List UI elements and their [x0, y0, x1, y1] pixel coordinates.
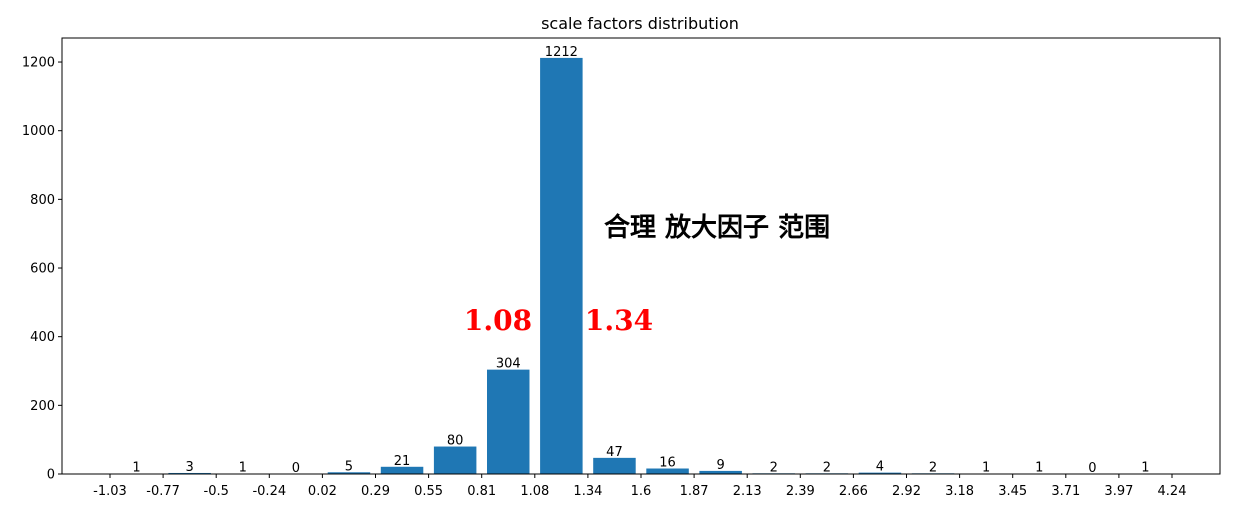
chart-title: scale factors distribution — [541, 14, 739, 33]
x-tick-label: 3.97 — [1104, 484, 1133, 499]
x-tick-label: 0.81 — [467, 484, 496, 499]
bar — [487, 370, 530, 474]
x-axis: -1.03 -0.77 -0.5 -0.24 0.02 0.29 0.55 0.81 1.08 1… — [93, 474, 1186, 499]
x-tick-label: 2.13 — [733, 484, 762, 499]
y-tick-label: 800 — [30, 193, 55, 208]
y-tick-label: 200 — [30, 399, 55, 414]
bar — [434, 447, 477, 474]
plot-frame — [62, 38, 1220, 474]
bar-value-label: 1212 — [545, 45, 578, 60]
bar-value-label: 3 — [186, 460, 194, 475]
y-axis: 0 200 400 600 800 1000 1200 — [22, 56, 62, 483]
bar-value-label: 4 — [876, 460, 884, 475]
bar-value-label: 16 — [659, 456, 676, 471]
bar-value-label: 304 — [496, 357, 521, 372]
x-tick-label: 3.45 — [998, 484, 1027, 499]
bar-value-label: 21 — [394, 454, 411, 469]
bar-value-label: 1 — [239, 461, 247, 476]
x-tick-label: 0.55 — [414, 484, 443, 499]
x-tick-label: 4.24 — [1158, 484, 1187, 499]
x-tick-label: 3.18 — [945, 484, 974, 499]
bar-value-label: 1 — [1035, 461, 1043, 476]
x-tick-label: -0.24 — [252, 484, 286, 499]
bar-value-label: 47 — [606, 445, 623, 460]
bar-value-label: 80 — [447, 434, 464, 449]
x-tick-label: -0.77 — [146, 484, 180, 499]
x-tick-label: 2.39 — [786, 484, 815, 499]
bar-value-label: 5 — [345, 459, 353, 474]
y-tick-label: 400 — [30, 330, 55, 345]
y-tick-label: 1000 — [22, 124, 55, 139]
x-tick-label: 0.29 — [361, 484, 390, 499]
x-tick-label: 1.08 — [520, 484, 549, 499]
bar — [593, 458, 636, 474]
x-tick-label: 0.02 — [308, 484, 337, 499]
x-tick-label: 2.66 — [839, 484, 868, 499]
range-note-label: 合理 放大因子 范围 — [604, 212, 830, 243]
x-tick-label: 3.71 — [1051, 484, 1080, 499]
bar-value-label: 2 — [770, 460, 778, 475]
x-tick-label: 1.87 — [680, 484, 709, 499]
bar-value-label: 2 — [929, 460, 937, 475]
x-tick-label: 1.6 — [631, 484, 652, 499]
bar-value-label: 1 — [132, 461, 140, 476]
x-tick-label: -0.5 — [204, 484, 229, 499]
x-tick-label: 2.92 — [892, 484, 921, 499]
y-tick-label: 600 — [30, 262, 55, 277]
bar — [540, 58, 583, 474]
x-tick-label: -1.03 — [93, 484, 127, 499]
y-tick-label: 1200 — [22, 56, 55, 71]
range-low-label: 1.08 — [464, 304, 532, 337]
bar-value-label: 9 — [717, 458, 725, 473]
bar-value-label: 1 — [1141, 461, 1149, 476]
bar-value-label: 2 — [823, 460, 831, 475]
bar-value-label: 1 — [982, 461, 990, 476]
y-tick-label: 0 — [47, 468, 55, 483]
range-high-label: 1.34 — [585, 304, 653, 337]
x-tick-label: 1.34 — [573, 484, 602, 499]
